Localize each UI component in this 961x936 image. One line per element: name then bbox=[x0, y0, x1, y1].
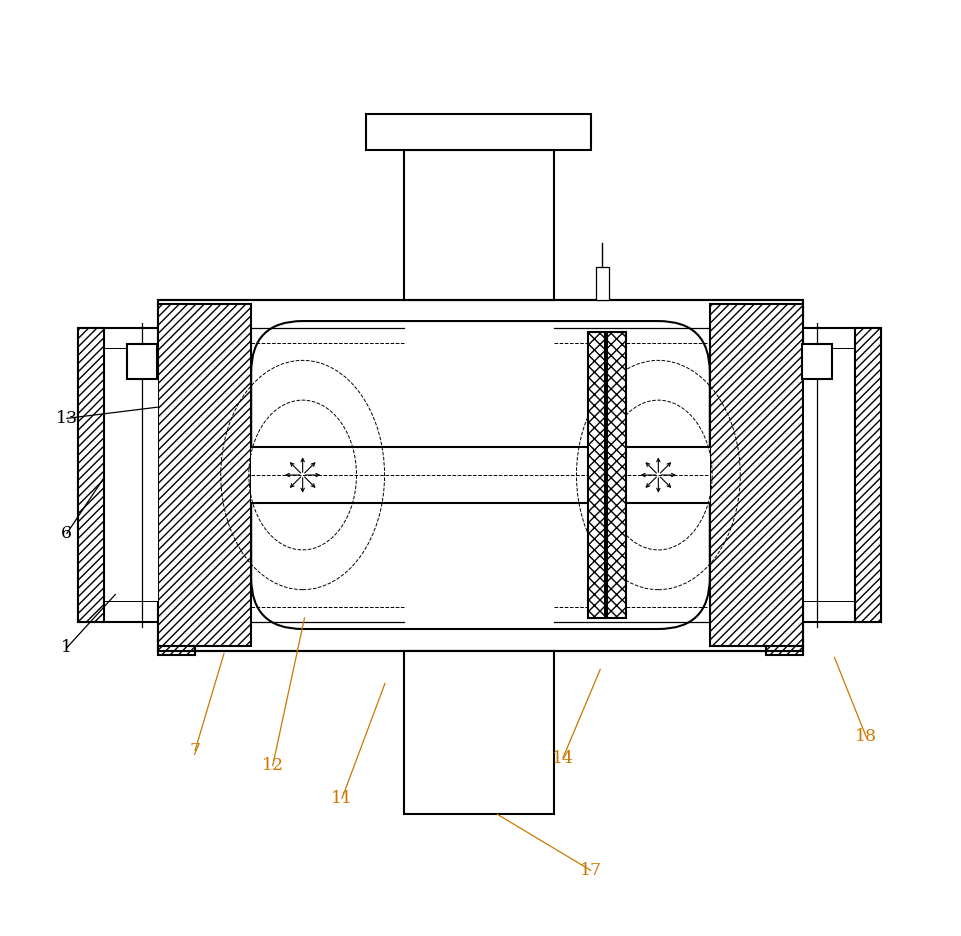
Bar bbox=[251, 447, 710, 503]
Bar bbox=[766, 646, 803, 655]
Text: 1: 1 bbox=[62, 639, 72, 656]
Bar bbox=[404, 651, 554, 814]
Bar bbox=[158, 300, 803, 651]
Bar bbox=[104, 348, 158, 601]
Bar bbox=[710, 304, 803, 646]
Text: 6: 6 bbox=[62, 525, 72, 542]
Bar bbox=[158, 646, 195, 655]
Bar bbox=[158, 646, 195, 655]
Bar bbox=[596, 267, 608, 300]
Text: 12: 12 bbox=[261, 757, 283, 774]
Bar bbox=[78, 328, 104, 622]
Bar bbox=[710, 304, 803, 646]
Bar bbox=[127, 344, 157, 379]
Text: 14: 14 bbox=[552, 750, 574, 767]
Bar bbox=[158, 304, 251, 646]
Bar bbox=[855, 328, 881, 622]
Bar bbox=[404, 150, 554, 300]
Bar bbox=[606, 332, 626, 618]
Bar bbox=[803, 328, 881, 622]
Bar bbox=[766, 646, 803, 655]
Bar bbox=[78, 328, 158, 622]
Bar bbox=[588, 332, 605, 618]
Text: 13: 13 bbox=[56, 410, 78, 427]
Bar bbox=[855, 328, 881, 622]
Text: 17: 17 bbox=[579, 862, 602, 879]
Bar bbox=[78, 328, 104, 622]
Bar bbox=[158, 304, 251, 646]
Text: 18: 18 bbox=[855, 728, 877, 745]
FancyBboxPatch shape bbox=[251, 321, 710, 629]
Bar bbox=[803, 348, 855, 601]
Bar bbox=[366, 114, 591, 150]
Bar bbox=[606, 332, 626, 618]
Text: 11: 11 bbox=[331, 790, 353, 807]
Bar bbox=[588, 332, 605, 618]
Bar bbox=[802, 344, 832, 379]
Text: 7: 7 bbox=[189, 742, 201, 759]
